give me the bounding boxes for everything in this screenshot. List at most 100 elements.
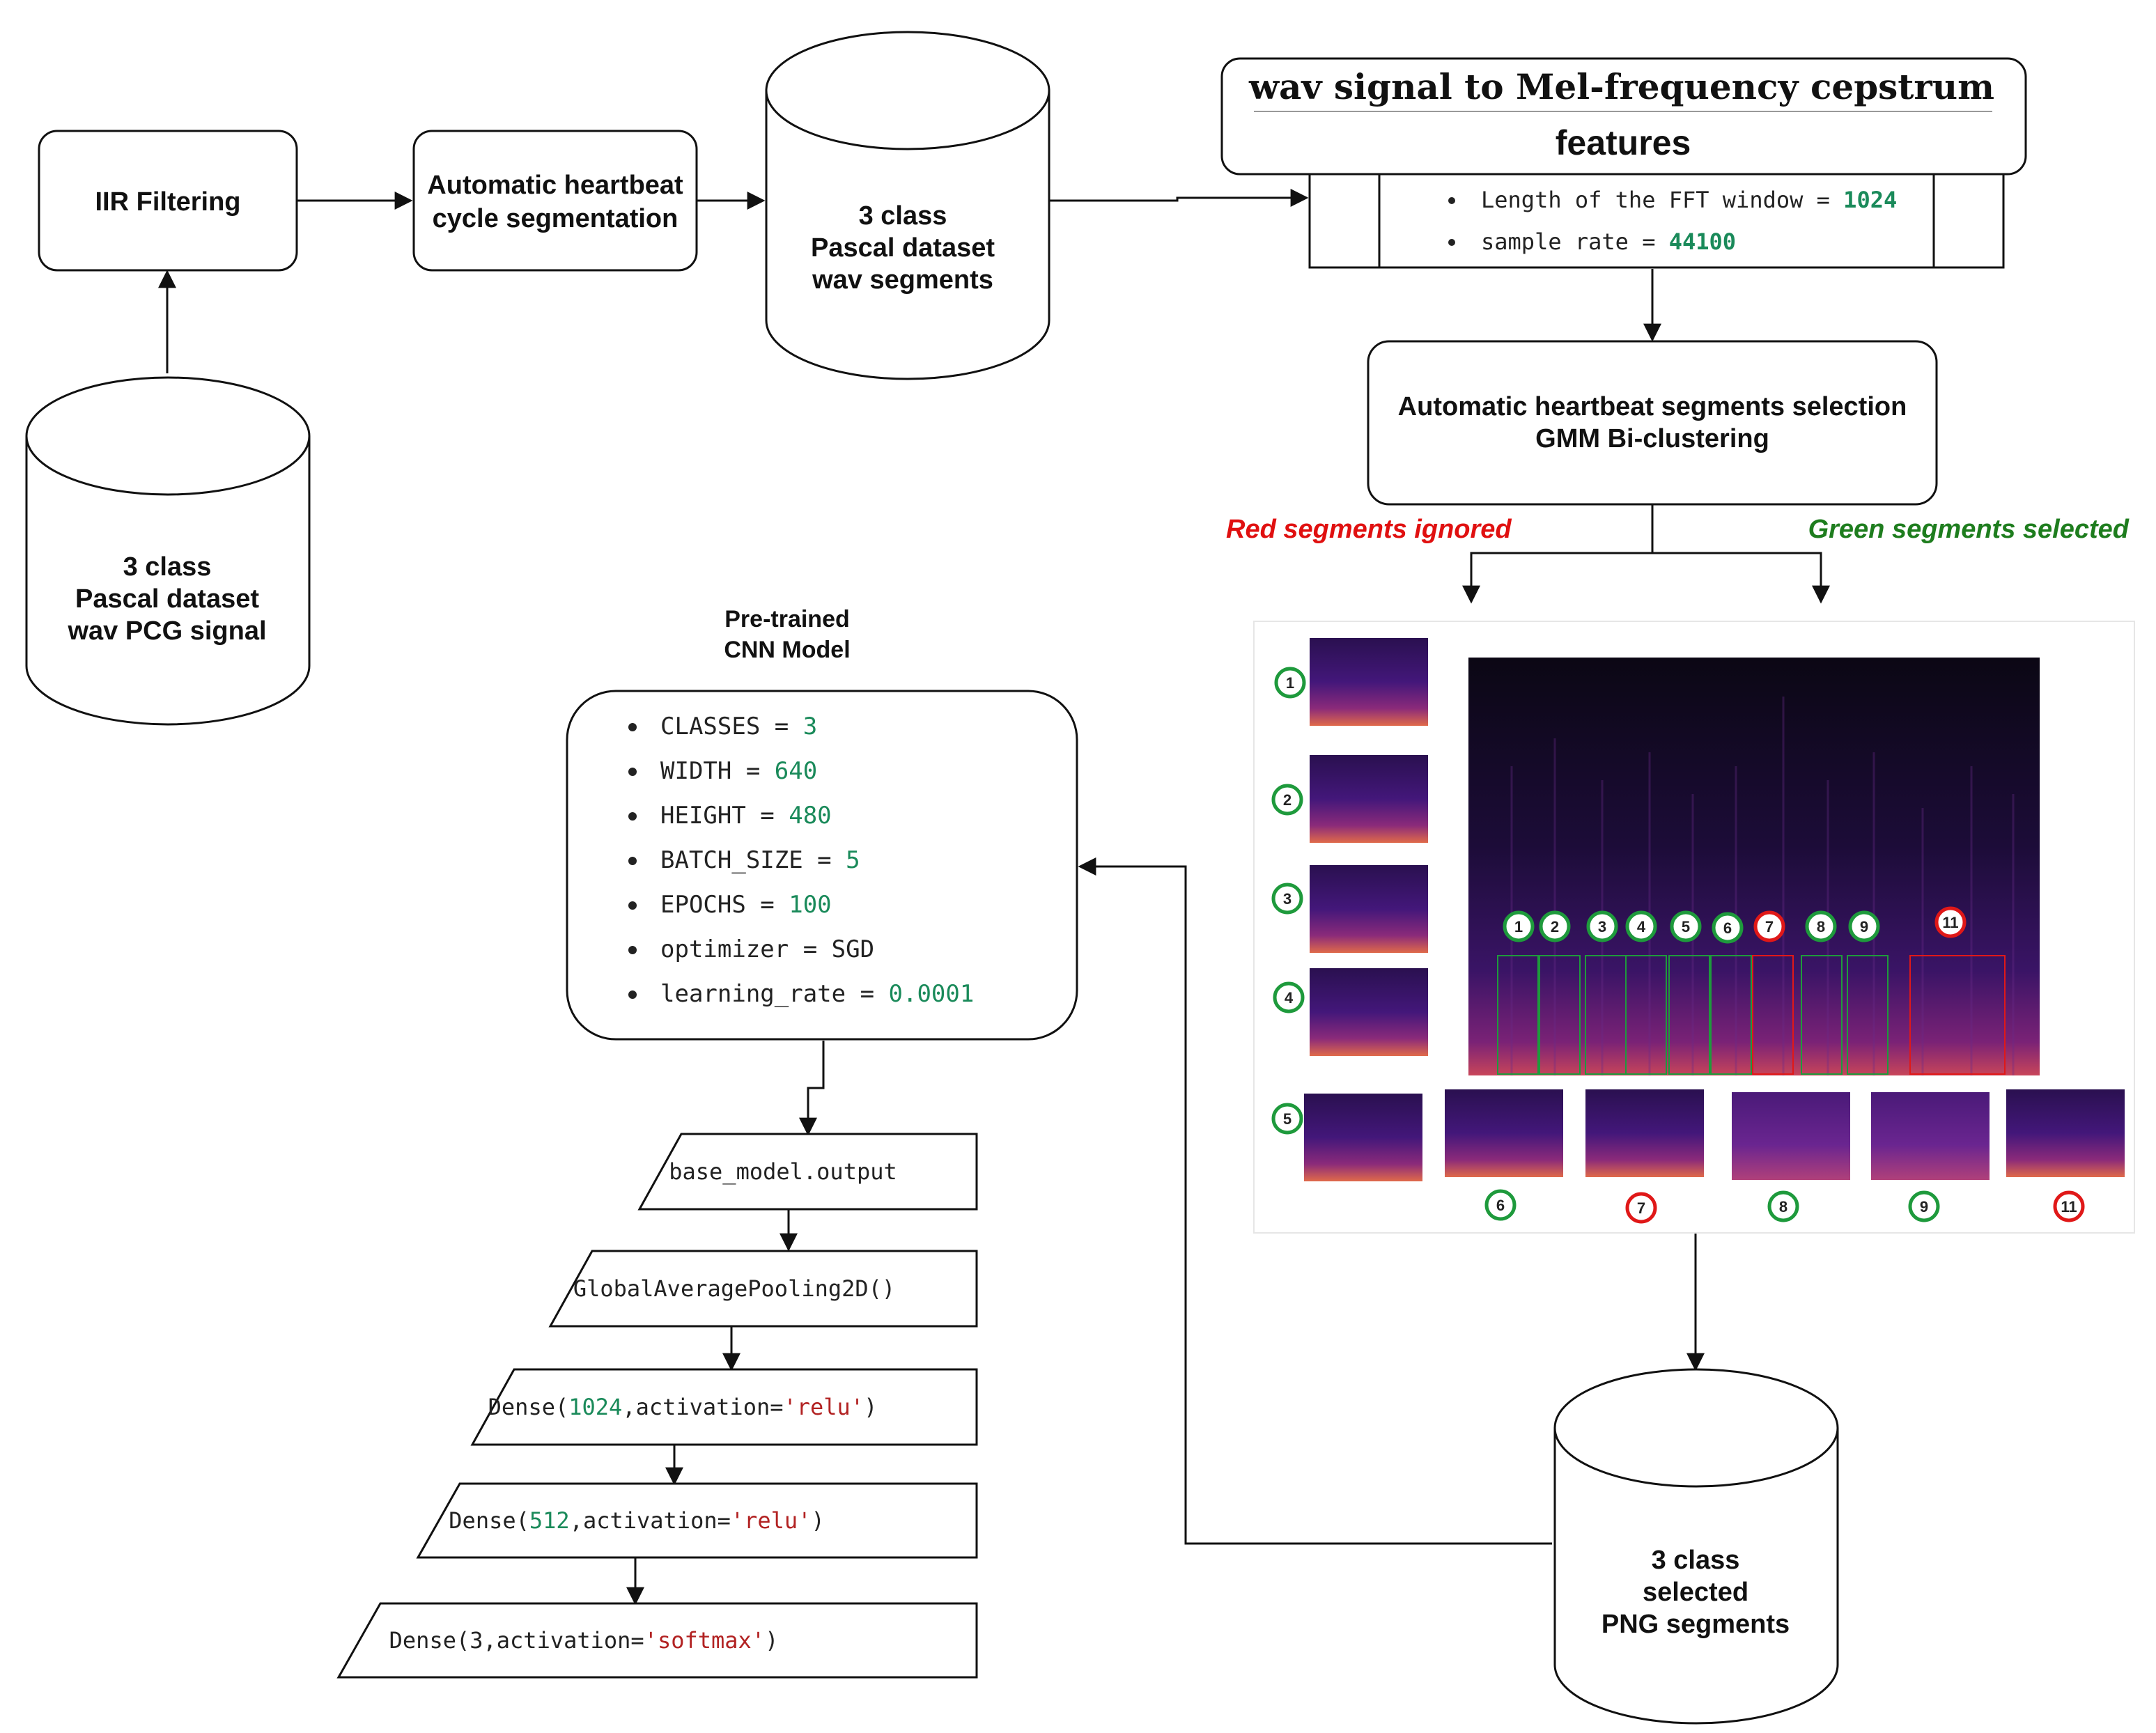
cycle-segmentation-line2: cycle segmentation [433,204,678,233]
layer-label: Dense(512,activation='relu') [449,1507,824,1534]
segment-marker-2: 2 [1271,784,1303,816]
layer-label: Dense(3,activation='softmax') [389,1627,779,1654]
cnn-title-line2: CNN Model [724,637,850,663]
segment-marker-number: 4 [1637,918,1646,935]
pcg-signal-database: 3 class Pascal dataset wav PCG signal [25,376,311,726]
segment-box [1539,955,1581,1075]
segment-marker-7: 7 [1753,910,1785,942]
cnn-param: CLASSES = 3 [660,713,817,740]
segment-thumbnail [1445,1089,1563,1177]
segment-marker-number: 5 [1682,918,1690,935]
segment-marker-number: 6 [1496,1197,1505,1214]
segment-marker-number: 9 [1860,918,1868,935]
segment-box [1909,955,2006,1075]
bullet-icon [1448,239,1455,246]
segment-box [1752,955,1794,1075]
segment-box [1625,955,1667,1075]
spectrogram-panel: 1 2 3 4 5 6 7 8 9 11 1 2 3 4 5 6 7 8 9 11 [1253,621,2135,1234]
segment-thumbnail [1310,865,1428,953]
segment-marker-number: 11 [1942,914,1958,931]
segment-marker-number: 3 [1283,890,1292,908]
pcg-signal-line2: Pascal dataset [75,584,259,614]
png-segments-line1: 3 class [1652,1546,1740,1575]
segment-marker-3: 3 [1586,910,1618,942]
layer-label: base_model.output [669,1158,897,1185]
sample-rate-param: sample rate = 44100 [1481,228,1736,255]
segment-marker-11: 11 [1934,906,1967,938]
segment-marker-number: 1 [1286,674,1294,692]
wav-segments-line3: wav segments [812,265,993,295]
segment-thumbnail [1585,1089,1704,1177]
segment-marker-number: 1 [1514,918,1523,935]
cycle-segmentation-line1: Automatic heartbeat [427,171,683,200]
segment-boxes [1497,955,2006,1075]
segment-thumbnail [1732,1092,1850,1180]
cnn-param: BATCH_SIZE = 5 [660,846,860,874]
segment-thumbnail [1310,638,1428,726]
segment-marker-number: 2 [1283,791,1292,809]
segment-marker-2: 2 [1539,910,1571,942]
layer-2: GlobalAveragePooling2D() [548,1250,978,1328]
segment-marker-5: 5 [1670,910,1702,942]
segment-marker-3: 3 [1271,883,1303,915]
wav-segments-line2: Pascal dataset [811,233,995,263]
segment-marker-number: 8 [1817,918,1825,935]
bullet-icon [628,723,637,731]
segment-marker-8: 8 [1805,910,1837,942]
segment-marker-number: 5 [1283,1110,1292,1128]
segment-selection-node: Automatic heartbeat segments selection G… [1367,340,1938,506]
pcg-signal-line3: wav PCG signal [67,616,266,646]
bullet-icon [628,946,637,954]
mfcc-feature-node: wav signal to Mel-frequency cepstrum fea… [1220,57,2027,269]
layer-3: Dense(1024,activation='relu') [470,1368,978,1446]
connectors [158,189,1830,1606]
segment-marker-number: 9 [1920,1198,1928,1215]
bullet-icon [628,857,637,865]
segment-box [1847,955,1889,1075]
fft-window-param: Length of the FFT window = 1024 [1481,187,1897,213]
segment-marker-9: 9 [1908,1190,1940,1222]
green-segments-label: Green segments selected [1808,515,2130,544]
spectrogram-markers: 1 2 3 4 5 6 7 8 9 11 [1503,906,1967,944]
cnn-param: optimizer = SGD [660,935,874,963]
selection-line1: Automatic heartbeat segments selection [1398,392,1907,421]
cnn-param: learning_rate = 0.0001 [660,980,974,1008]
segment-marker-number: 8 [1779,1198,1787,1215]
segment-marker-8: 8 [1767,1190,1799,1222]
cnn-title-line1: Pre-trained [724,606,850,632]
segment-thumbnail [1871,1092,1990,1180]
segment-thumbnail [1304,1094,1422,1181]
segment-thumbnail [1310,755,1428,843]
mfcc-title-line2: features [1556,123,1691,162]
segment-box [1668,955,1710,1075]
segment-thumbnail [2006,1089,2125,1177]
selection-line2: GMM Bi-clustering [1535,424,1769,453]
segment-marker-number: 7 [1637,1199,1645,1217]
layer-label: Dense(1024,activation='relu') [488,1394,878,1420]
segment-marker-number: 6 [1723,919,1732,937]
cnn-params: CLASSES = 3 WIDTH = 640 HEIGHT = 480 BATCH_… [628,713,974,1008]
model-layers: base_model.output GlobalAveragePooling2D(… [336,1133,978,1679]
png-segments-line2: selected [1643,1578,1748,1607]
segment-thumbnail [1310,968,1428,1056]
segment-marker-1: 1 [1503,910,1535,942]
segment-marker-6: 6 [1484,1189,1517,1221]
cnn-param: WIDTH = 640 [660,757,817,785]
iir-filtering-node: IIR Filtering [38,130,298,272]
png-segments-database: 3 class selected PNG segments [1553,1368,1839,1725]
segment-marker-number: 7 [1765,918,1774,935]
bullet-icon [628,990,637,999]
segment-marker-1: 1 [1274,667,1306,699]
segment-marker-5: 5 [1271,1103,1303,1135]
cnn-param: HEIGHT = 480 [660,802,832,830]
segment-marker-9: 9 [1848,910,1880,942]
segment-marker-number: 2 [1551,918,1559,935]
segment-box [1801,955,1843,1075]
layer-5: Dense(3,activation='softmax') [336,1602,978,1679]
segment-marker-number: 11 [2061,1198,2077,1215]
thumbnail-markers: 1 2 3 4 5 6 7 8 9 11 [1271,667,2085,1224]
bullet-icon [628,768,637,776]
thumbnails [1304,638,2125,1181]
pcg-signal-line1: 3 class [123,552,212,582]
